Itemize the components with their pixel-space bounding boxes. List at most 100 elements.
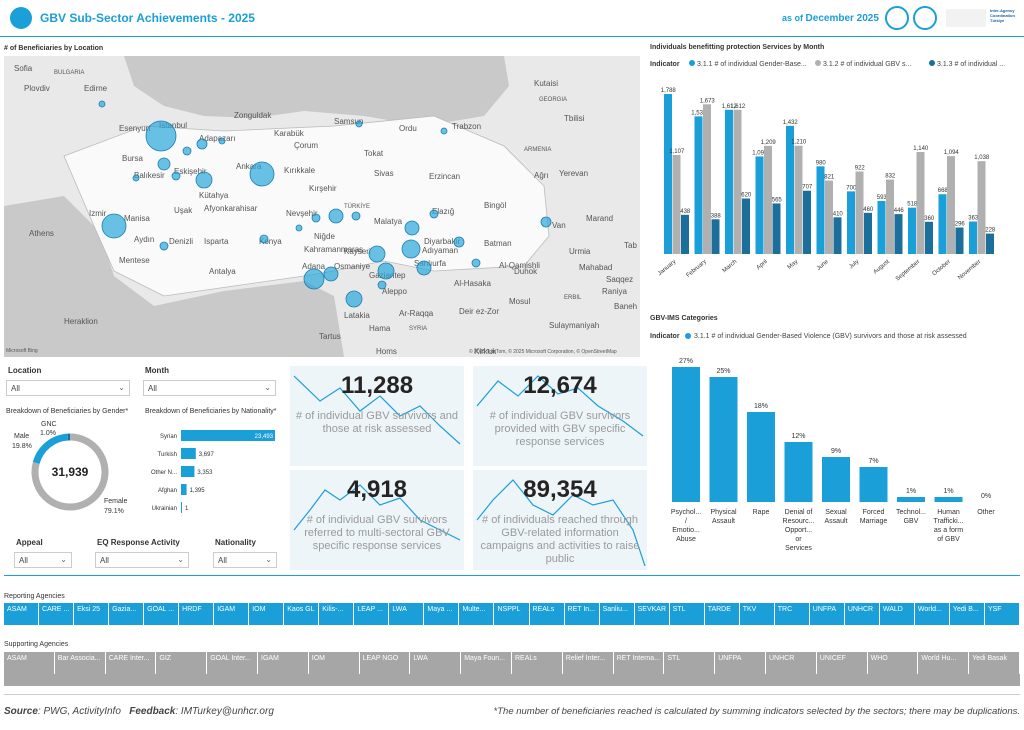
agency-item[interactable]: Kaos GL	[284, 603, 320, 625]
agency-item[interactable]: CARE Inter...	[106, 652, 157, 674]
location-bubble[interactable]	[401, 239, 421, 259]
month-bar[interactable]	[955, 227, 964, 254]
month-bar[interactable]	[925, 221, 933, 254]
agency-item[interactable]: ASAM	[4, 652, 55, 674]
agency-item[interactable]: Kilis-...	[319, 603, 355, 625]
month-bar[interactable]	[672, 154, 681, 254]
agency-item[interactable]: REALs	[512, 652, 563, 674]
agency-item[interactable]: Bar Associa...	[55, 652, 106, 674]
agency-item[interactable]: UNFPA	[715, 652, 766, 674]
agency-item[interactable]: REALs	[530, 603, 565, 625]
nationality-bar[interactable]	[181, 484, 187, 495]
agency-item[interactable]: ASAM	[4, 603, 40, 625]
supporting-agencies[interactable]: ASAM Bar Associa... CARE Inter... GIZ GOAL I…	[4, 652, 1020, 686]
location-bubble[interactable]	[311, 213, 321, 223]
location-bubble[interactable]	[440, 127, 448, 135]
agency-item[interactable]: Multe...	[459, 603, 495, 625]
month-bar[interactable]	[764, 145, 772, 254]
month-bar[interactable]	[916, 152, 925, 254]
month-bar[interactable]	[969, 221, 977, 254]
legend-item[interactable]: 3.1.2 # of individual GBV s...	[823, 61, 911, 68]
monthly-legend[interactable]: 3.1.1 # of individual Gender-Base... 3.1.…	[689, 60, 1005, 68]
eq-filter[interactable]: All ⌄	[95, 552, 189, 568]
location-bubble[interactable]	[355, 120, 363, 128]
month-bar[interactable]	[986, 233, 994, 254]
location-bubble[interactable]	[159, 241, 169, 251]
location-bubble[interactable]	[303, 268, 325, 290]
location-filter[interactable]: All ⌄	[6, 380, 130, 396]
gbvims-bar[interactable]	[747, 412, 775, 502]
location-bubble[interactable]	[171, 171, 181, 181]
agency-item[interactable]: GOAL Inter...	[207, 652, 258, 674]
agency-item[interactable]: TRC	[775, 603, 810, 625]
kpi-card-referred[interactable]: 4,918 # of individual GBV survivors refe…	[290, 470, 464, 570]
location-bubble[interactable]	[453, 236, 465, 248]
month-bar[interactable]	[886, 179, 894, 254]
month-bar[interactable]	[694, 116, 703, 255]
location-bubble[interactable]	[377, 262, 395, 280]
location-bubble[interactable]	[295, 224, 303, 232]
agency-item[interactable]: RET In...	[565, 603, 600, 625]
month-bar[interactable]	[742, 198, 750, 254]
location-bubble[interactable]	[471, 258, 481, 268]
location-bubble[interactable]	[345, 290, 363, 308]
donut-segment-male[interactable]	[32, 433, 69, 465]
location-bubble[interactable]	[98, 100, 106, 108]
month-bar[interactable]	[664, 94, 672, 254]
gbvims-bar[interactable]	[822, 457, 850, 502]
gbvims-bar[interactable]	[672, 367, 700, 502]
reporting-agencies[interactable]: ASAM CARE ... Eksi 25 Gazia... GOAL ... HRDF I…	[4, 603, 1020, 625]
agency-item[interactable]: RET Interna...	[614, 652, 665, 674]
nationality-bar[interactable]	[181, 466, 195, 477]
month-bar[interactable]	[772, 203, 781, 254]
location-bubble[interactable]	[195, 171, 213, 189]
location-bubble[interactable]	[196, 138, 208, 150]
agency-item[interactable]: NSPPL	[494, 603, 530, 625]
location-bubble[interactable]	[416, 260, 432, 276]
month-bar[interactable]	[725, 109, 733, 254]
agency-item[interactable]: UNFPA	[810, 603, 845, 625]
gbvims-bar[interactable]	[897, 497, 925, 502]
month-bar[interactable]	[794, 145, 803, 254]
location-bubble[interactable]	[377, 280, 387, 290]
agency-item[interactable]: LEAP NGO	[360, 652, 411, 674]
location-bubble[interactable]	[157, 157, 171, 171]
month-bar[interactable]	[938, 194, 947, 254]
nationality-bar[interactable]	[181, 502, 182, 513]
location-bubble[interactable]	[145, 120, 177, 152]
month-bar[interactable]	[864, 212, 872, 254]
agency-item[interactable]: LWA	[410, 652, 462, 674]
agency-item[interactable]: Eksi 25	[74, 603, 110, 625]
location-bubble[interactable]	[404, 220, 420, 236]
month-bar[interactable]	[711, 219, 720, 254]
month-bar[interactable]	[816, 166, 825, 254]
nationality-bar[interactable]	[181, 448, 196, 459]
legend-item[interactable]: 3.1.1 # of individual Gender-Base...	[697, 61, 807, 68]
nationality-bar[interactable]	[181, 430, 275, 441]
gbvims-bars[interactable]: 27% Psychol... / Emotio... Abuse 25% Physical A…	[671, 358, 996, 552]
agency-item[interactable]: World...	[915, 603, 950, 625]
beneficiaries-map[interactable]: Sofia BULGARIA Plovdiv Edirne Kutaisi GEORGIA…	[4, 56, 640, 357]
agency-item[interactable]: STL	[670, 603, 705, 625]
agency-item[interactable]: UNHCR	[845, 603, 880, 625]
monthly-bars[interactable]: 1,788 1,107 438 January 1,538 1,673 388 Februar…	[657, 88, 996, 282]
nationality-filter[interactable]: All ⌄	[213, 552, 277, 568]
month-bar[interactable]	[825, 180, 833, 254]
location-bubble[interactable]	[182, 146, 192, 156]
location-bubble[interactable]	[540, 216, 552, 228]
month-bar[interactable]	[894, 214, 903, 254]
month-bar[interactable]	[703, 104, 711, 254]
agency-item[interactable]: Relief Inter...	[563, 652, 614, 674]
gender-donut-chart[interactable]: 31,939 Male 19.8% GNC 1.0% Female 79.1%	[6, 418, 136, 518]
agency-item[interactable]: GOAL ...	[144, 603, 180, 625]
agency-item[interactable]: Sanliu...	[600, 603, 635, 625]
donut-segment-female[interactable]	[31, 433, 109, 511]
agency-item[interactable]: LWA	[389, 603, 425, 625]
location-bubble[interactable]	[101, 213, 127, 239]
month-bar[interactable]	[947, 156, 955, 254]
agency-item[interactable]: Maya ...	[424, 603, 460, 625]
agency-item[interactable]: WALD	[880, 603, 915, 625]
agency-item[interactable]: IGAM	[258, 652, 309, 674]
month-bar[interactable]	[803, 190, 811, 254]
map-canvas[interactable]: Sofia BULGARIA Plovdiv Edirne Kutaisi GEORGIA…	[4, 56, 640, 357]
